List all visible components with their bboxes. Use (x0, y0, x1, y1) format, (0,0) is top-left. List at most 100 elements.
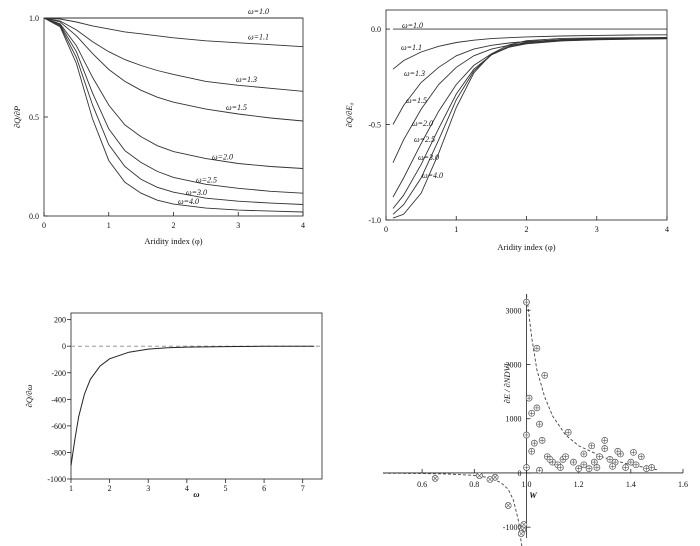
scatter-point (491, 473, 499, 481)
series-label: ω=1.0 (402, 21, 423, 30)
y-tick-label: -1.0 (368, 216, 381, 225)
scatter-point (523, 431, 530, 439)
chart-3: 1 2 3 4 5 6 7 -1000 -800 -600 -400 -200 0 200 ω ∂Q/∂ω (24, 312, 323, 499)
scatter-point (562, 453, 569, 461)
x-tick-label: 2 (108, 484, 112, 493)
fit-curve-left (382, 472, 523, 546)
scatter-point (520, 521, 528, 528)
x-tick-label: 2 (172, 221, 176, 230)
point-cross-d2 (492, 475, 498, 480)
y-tick-label: -400 (51, 395, 66, 404)
scatter-point (580, 450, 588, 458)
scatter-point (486, 476, 494, 483)
x-tick-label: 4 (185, 484, 189, 493)
series-label: ω=1.1 (401, 43, 422, 52)
point-cross-d2 (487, 477, 493, 482)
scatter-point (536, 466, 543, 474)
series-line (43, 17, 304, 48)
series-label: ω=1.1 (248, 33, 269, 42)
scatter-point (648, 464, 656, 471)
x-tick-label: 3 (595, 225, 599, 234)
series-label: ω=1.3 (236, 75, 257, 84)
series-label: ω=1.3 (404, 69, 425, 78)
y-tick-label: -200 (51, 369, 66, 378)
y-tick-label: 3000 (505, 306, 521, 315)
point-cross-d2 (506, 503, 511, 508)
point-cross-d2 (432, 476, 438, 481)
scatter-point (593, 464, 601, 471)
series-label: ω=3.0 (418, 153, 439, 162)
scatter-point (538, 437, 546, 444)
y-tick-label: -600 (51, 422, 66, 431)
x-tick-label: 1 (107, 221, 111, 230)
point-cross-d2 (519, 531, 524, 536)
series-line (43, 17, 304, 213)
scatter-point (643, 465, 650, 472)
x-axis-label: Aridity index (φ) (497, 242, 555, 252)
scatter-point (632, 461, 640, 469)
scatter-point (536, 420, 543, 428)
scatter-point (530, 439, 538, 447)
series-line (392, 37, 668, 125)
y-tick-label: -1000 (503, 523, 522, 532)
x-tick-label: 6 (262, 484, 266, 493)
series-label: ω=2.0 (212, 153, 233, 162)
x-tick-label: 1 (454, 225, 458, 234)
plot-frame (70, 312, 323, 480)
scatter-point (533, 344, 541, 352)
scatter-point (609, 463, 616, 470)
series-line (43, 17, 304, 169)
x-tick-label: 1.6 (678, 480, 688, 489)
scatter-point (504, 502, 512, 509)
series-label: ω=2.5 (414, 135, 435, 144)
y-axis-label: ∂Q/∂P (12, 106, 22, 128)
series-label: ω=1.0 (248, 7, 269, 16)
scatter-point (627, 458, 635, 466)
series-line (43, 17, 304, 205)
series-line (392, 38, 668, 163)
x-tick-label: 2 (525, 225, 529, 234)
x-tick-label: 0.8 (469, 480, 479, 489)
scatter-point (590, 458, 598, 466)
series-label: ω=4.0 (178, 197, 199, 206)
x-axis-label: ω (193, 489, 199, 499)
scatter-point (528, 447, 536, 455)
x-axis-label: W (529, 490, 538, 500)
scatter-point (523, 298, 530, 306)
scatter-point (588, 442, 596, 450)
point-cross-d2 (521, 522, 527, 527)
series-line (392, 37, 668, 209)
x-tick-label: 5 (223, 484, 227, 493)
series-label: ω=4.0 (422, 171, 443, 180)
x-tick-label: 3 (236, 221, 240, 230)
x-tick-label: 0.6 (417, 480, 427, 489)
series-line (43, 17, 304, 122)
scatter-point (528, 409, 536, 417)
series-line (70, 345, 315, 466)
fit-curve-right (526, 293, 657, 471)
scatter-point (564, 428, 572, 436)
x-tick-label: 3 (146, 484, 150, 493)
scatter-point (601, 437, 609, 444)
scatter-point (541, 371, 549, 379)
scatter-point (637, 453, 645, 461)
series-line (43, 17, 304, 92)
scatter-point (557, 464, 564, 471)
scatter-point (570, 458, 577, 466)
scatter-point (476, 472, 483, 479)
scatter-point (606, 456, 614, 463)
scatter-point (523, 464, 530, 471)
y-tick-label: 0.0 (371, 25, 381, 34)
x-tick-label: 1.2 (574, 480, 584, 489)
scatter-point (546, 456, 554, 463)
point-cross-d2 (477, 473, 482, 478)
scatter-point (622, 464, 629, 471)
series-line (392, 37, 668, 215)
scatter-point (596, 453, 603, 461)
y-axis-label: ∂Q/∂ω (24, 385, 34, 408)
series-label: ω=1.5 (406, 96, 427, 105)
scatter-point (601, 445, 609, 452)
x-tick-label: 0 (42, 221, 46, 230)
scatter-point (585, 465, 593, 472)
